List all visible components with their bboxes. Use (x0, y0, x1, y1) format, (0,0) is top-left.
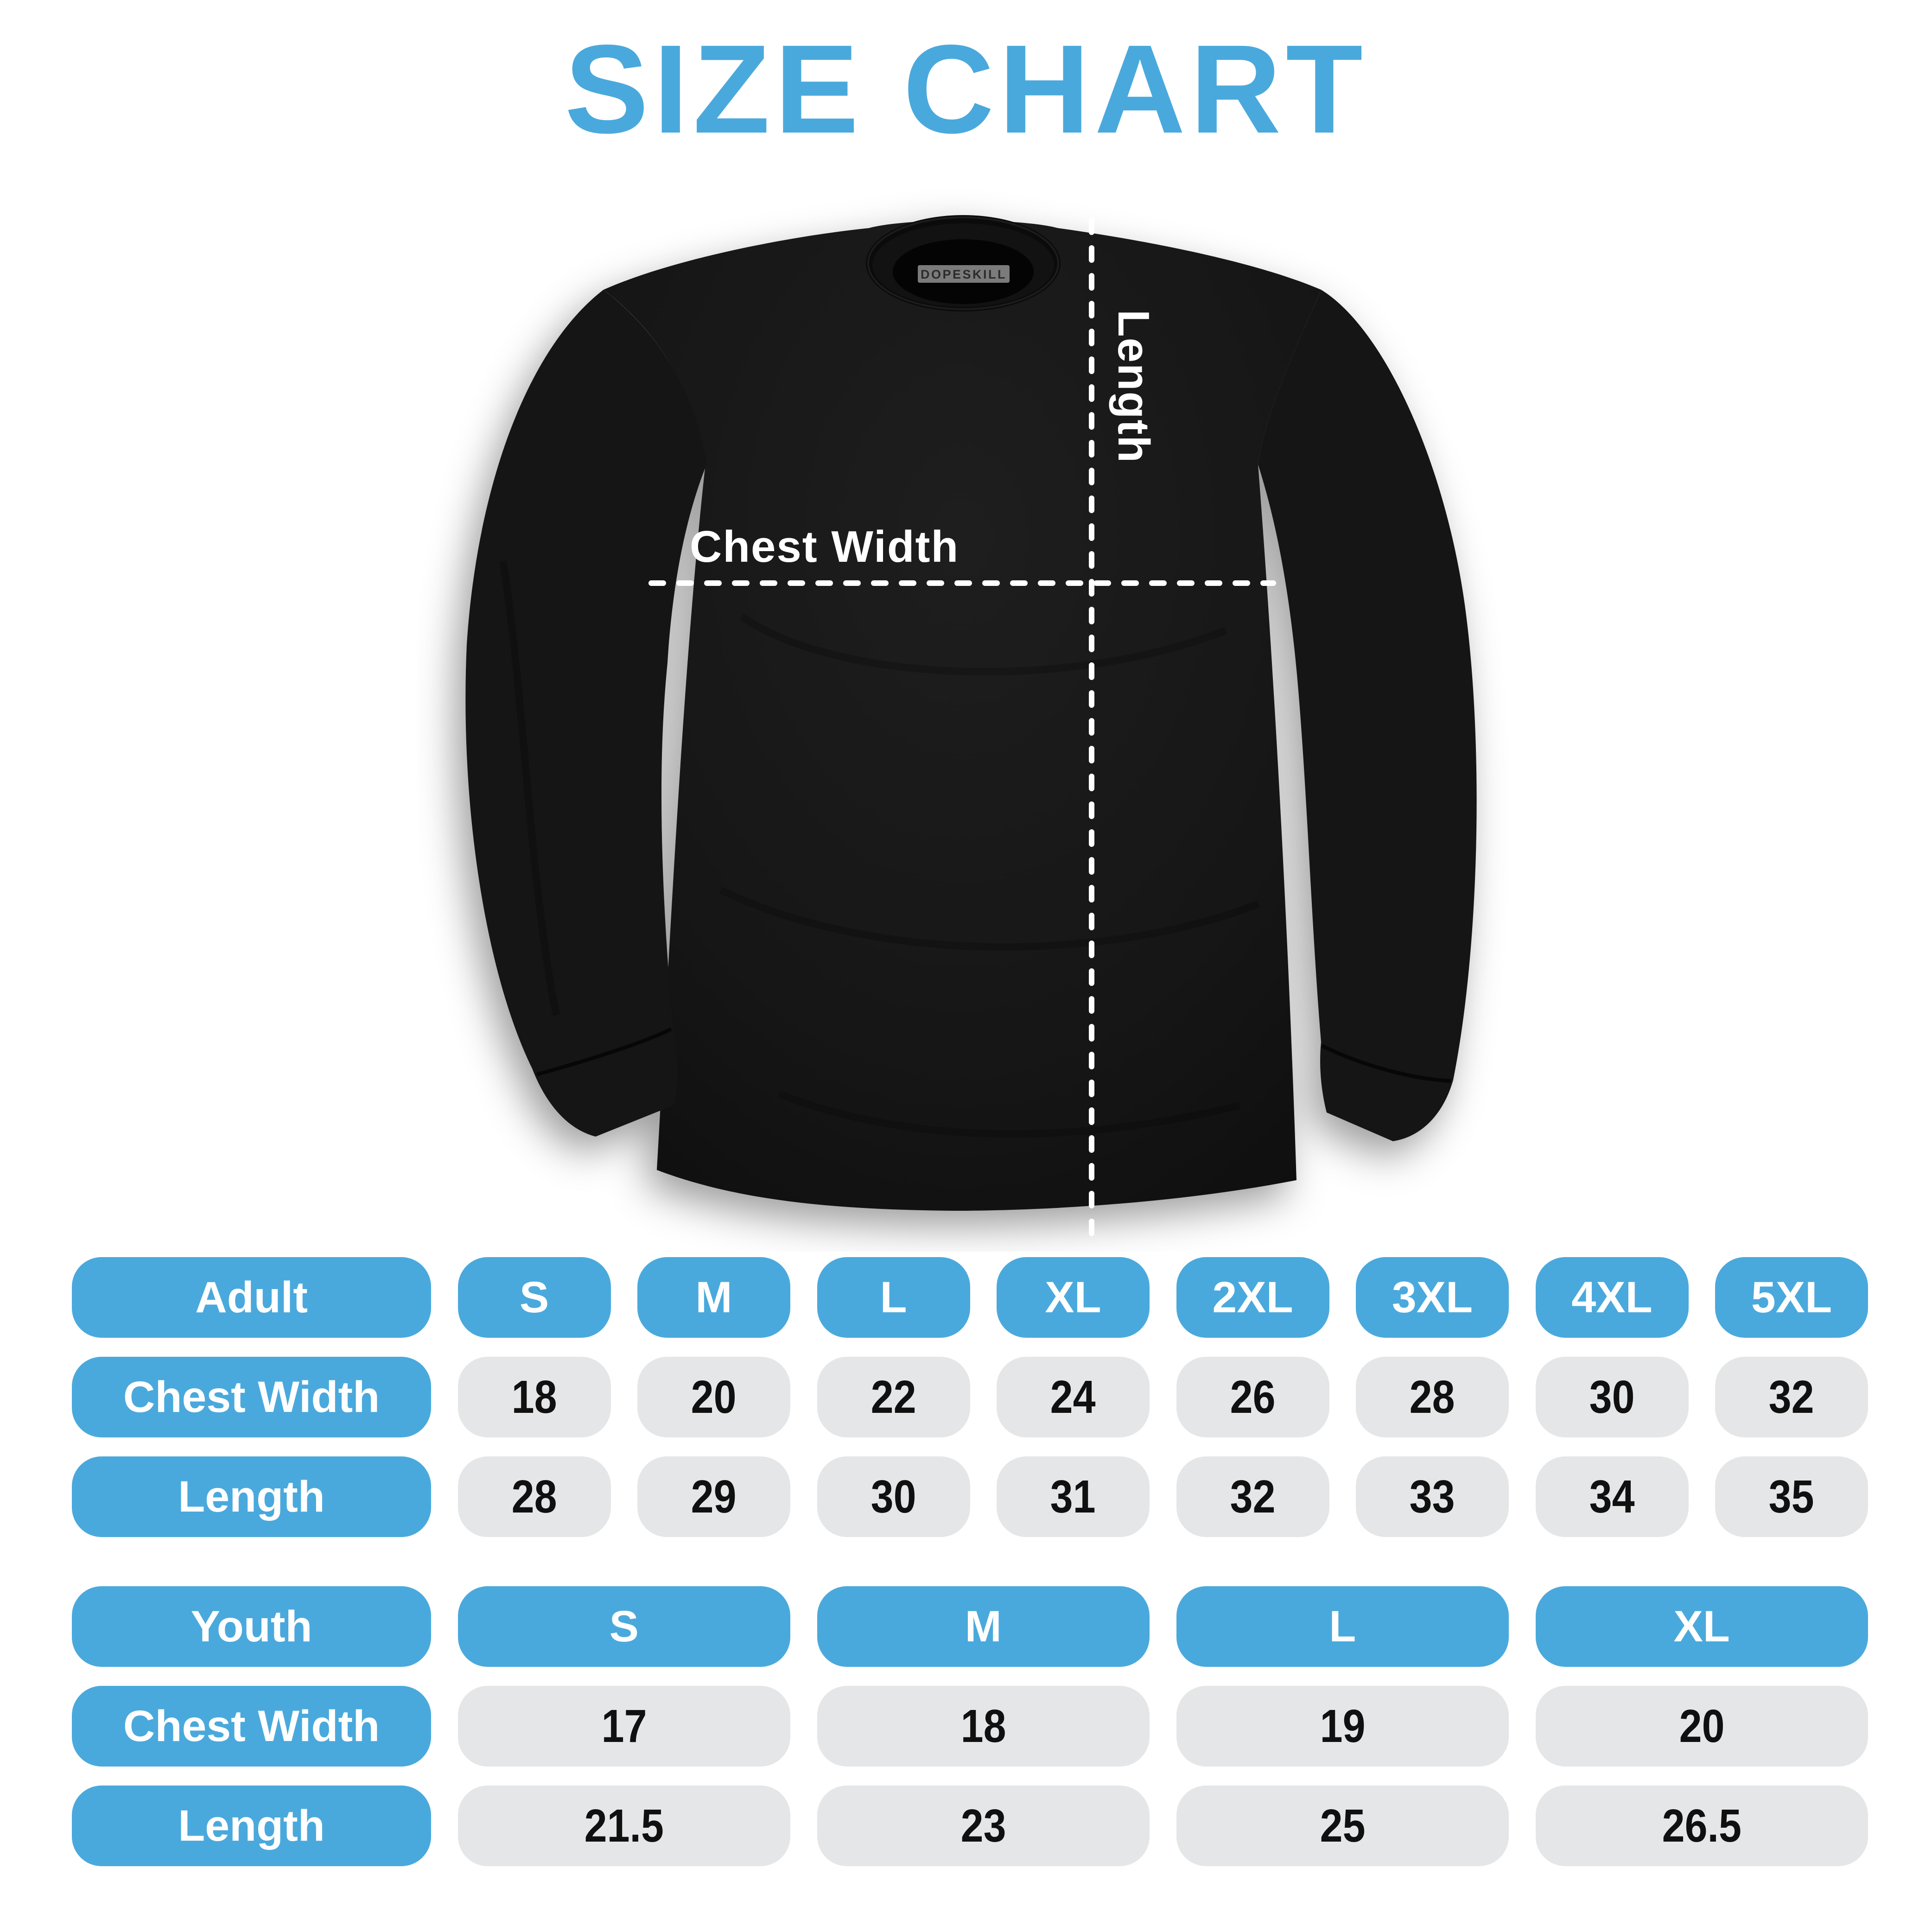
adult-size-pill-4xl: 4XL (1535, 1257, 1689, 1338)
page-title: SIZE CHART (565, 19, 1367, 159)
collar: DOPESKILL (866, 215, 1061, 311)
youth-length-value: 26.5 (1535, 1786, 1868, 1866)
adult-size-pill-l: L (817, 1257, 970, 1338)
adult-length-value: 32 (1176, 1456, 1329, 1537)
shirt-diagram: DOPESKILL Chest Width Length (417, 185, 1530, 1252)
value-text: 28 (511, 1471, 557, 1523)
adult-length-value: 35 (1715, 1456, 1868, 1537)
adult-size-pill-2xl: 2XL (1176, 1257, 1329, 1338)
value-text: 33 (1410, 1471, 1455, 1523)
shirt-left-sleeve (465, 290, 707, 1137)
value-text: 29 (691, 1471, 737, 1523)
adult-chest-width-label-pill: Chest Width (72, 1357, 431, 1437)
adult-chest-width-value: 28 (1356, 1357, 1509, 1437)
collar-stitch (867, 216, 1059, 310)
value-text: 21.5 (584, 1800, 664, 1852)
value-text: 17 (601, 1700, 647, 1752)
youth-size-pill-m: M (817, 1586, 1150, 1667)
value-text: 18 (511, 1371, 557, 1423)
value-text: 20 (1679, 1700, 1725, 1752)
adult-header-pill: Adult (72, 1257, 431, 1338)
value-text: 28 (1410, 1371, 1455, 1423)
youth-chest-width-value: 18 (817, 1686, 1150, 1767)
value-text: 32 (1230, 1471, 1276, 1523)
value-text: 32 (1769, 1371, 1814, 1423)
sleeve-crease (499, 560, 560, 1016)
shirt-right-sleeve (1258, 290, 1477, 1141)
value-text: 23 (960, 1800, 1006, 1852)
youth-length-value: 21.5 (458, 1786, 790, 1866)
adult-length-value: 31 (997, 1456, 1150, 1537)
youth-chest-width-value: 20 (1535, 1686, 1868, 1767)
value-text: 22 (871, 1371, 916, 1423)
adult-length-value: 33 (1356, 1456, 1509, 1537)
wrinkle-shading (777, 1090, 1241, 1138)
adult-chest-width-value: 26 (1176, 1357, 1329, 1437)
value-text: 24 (1050, 1371, 1096, 1423)
value-text: 34 (1589, 1471, 1635, 1523)
adult-chest-width-value: 30 (1535, 1357, 1689, 1437)
youth-length-value: 25 (1176, 1786, 1509, 1866)
adult-chest-width-value: 22 (817, 1357, 970, 1437)
youth-chest-width-value: 19 (1176, 1686, 1509, 1767)
adult-size-pill-5xl: 5XL (1715, 1257, 1868, 1338)
value-text: 30 (871, 1471, 916, 1523)
value-text: 31 (1050, 1471, 1096, 1523)
youth-chest-width-value: 17 (458, 1686, 790, 1767)
adult-length-value: 30 (817, 1456, 970, 1537)
adult-size-pill-s: S (458, 1257, 611, 1338)
shirt-body (604, 220, 1321, 1211)
value-text: 18 (960, 1700, 1006, 1752)
adult-length-value: 34 (1535, 1456, 1689, 1537)
long-sleeve-shirt: DOPESKILL (465, 215, 1477, 1211)
adult-length-value: 28 (458, 1456, 611, 1537)
youth-size-table: Youth S M L XL Chest Width 17 18 19 20 L… (72, 1586, 1868, 1866)
youth-length-label-pill: Length (72, 1786, 431, 1866)
adult-size-table: Adult S M L XL 2XL 3XL 4XL 5XL Chest Wid… (72, 1257, 1868, 1537)
adult-length-label-pill: Length (72, 1456, 431, 1537)
right-cuff-seam (1321, 1044, 1451, 1083)
value-text: 26 (1230, 1371, 1276, 1423)
left-cuff-seam (536, 1027, 672, 1076)
value-text: 20 (691, 1371, 737, 1423)
adult-chest-width-value: 18 (458, 1357, 611, 1437)
youth-size-pill-l: L (1176, 1586, 1509, 1667)
adult-chest-width-value: 32 (1715, 1357, 1868, 1437)
adult-length-value: 29 (637, 1456, 790, 1537)
chest-width-label: Chest Width (690, 522, 959, 572)
value-text: 19 (1320, 1700, 1366, 1752)
value-text: 26.5 (1662, 1800, 1741, 1852)
value-text: 35 (1769, 1471, 1814, 1523)
brand-tag (918, 265, 1010, 283)
youth-size-pill-s: S (458, 1586, 790, 1667)
value-text: 25 (1320, 1800, 1366, 1852)
adult-size-pill-3xl: 3XL (1356, 1257, 1509, 1338)
brand-tag-label: DOPESKILL (921, 267, 1007, 281)
adult-size-pill-xl: XL (997, 1257, 1150, 1338)
youth-size-pill-xl: XL (1535, 1586, 1868, 1667)
youth-chest-width-label-pill: Chest Width (72, 1686, 431, 1767)
adult-chest-width-value: 20 (637, 1357, 790, 1437)
youth-header-pill: Youth (72, 1586, 431, 1667)
length-label: Length (1109, 310, 1158, 464)
value-text: 30 (1589, 1371, 1635, 1423)
adult-size-pill-m: M (637, 1257, 790, 1338)
shirt-illustration: DOPESKILL Chest Width Length (465, 215, 1477, 1239)
wrinkle-shading (719, 886, 1260, 951)
wrinkle-shading (739, 613, 1227, 676)
adult-chest-width-value: 24 (997, 1357, 1150, 1437)
youth-length-value: 23 (817, 1786, 1150, 1866)
